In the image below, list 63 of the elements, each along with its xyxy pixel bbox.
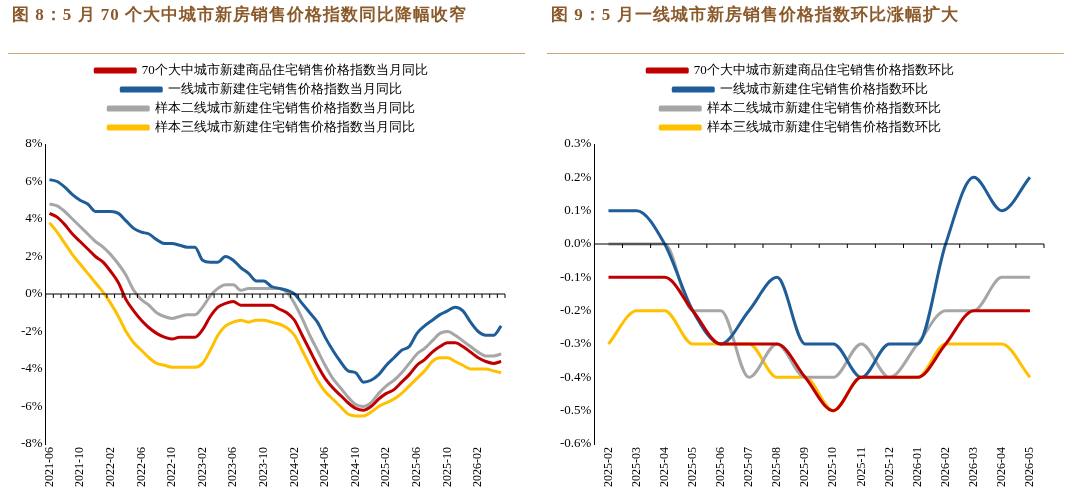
y-tick-label: -0.5% — [559, 402, 592, 418]
y-tick-label: -2% — [20, 322, 43, 338]
y-tick-label: -0.6% — [559, 435, 592, 451]
y-tick-label: -0.3% — [559, 335, 592, 351]
chart-title: 图 9：5 月一线城市新房销售价格指数环比涨幅扩大 — [547, 0, 1064, 54]
x-tick-label: 2025-10 — [439, 447, 454, 487]
y-tick-label: 6% — [25, 172, 43, 188]
chart-title: 图 8：5 月 70 个大中城市新房销售价格指数同比降幅收窄 — [8, 0, 525, 54]
legend-label: 样本二线城市新建住宅销售价格指数环比 — [706, 99, 941, 115]
x-tick-label: 2021-06 — [41, 447, 56, 487]
x-tick-label: 2026-05 — [1022, 447, 1037, 487]
legend-label: 样本三线城市新建住宅销售价格指数当月同比 — [154, 118, 415, 134]
x-tick-label: 2025-12 — [881, 447, 896, 487]
y-tick-label: -0.4% — [559, 368, 592, 384]
y-tick-label: 8% — [25, 135, 43, 151]
legend-label: 样本二线城市新建住宅销售价格指数当月同比 — [154, 99, 415, 115]
y-tick-label: 4% — [25, 210, 43, 226]
y-tick-label: -0.1% — [559, 268, 592, 284]
line-series — [606, 275, 1032, 413]
x-tick-label: 2025-06 — [409, 447, 424, 487]
x-tick-label: 2025-02 — [378, 447, 393, 487]
y-tick-label: 0.0% — [564, 235, 592, 251]
x-tick-label: 2023-06 — [225, 447, 240, 487]
x-tick-label: 2022-02 — [102, 447, 117, 487]
y-tick-label: 0.1% — [564, 202, 592, 218]
x-tick-label: 2022-10 — [164, 447, 179, 487]
y-tick-label: -4% — [20, 360, 43, 376]
y-tick-label: -6% — [20, 397, 43, 413]
legend-label: 样本三线城市新建住宅销售价格指数环比 — [706, 118, 941, 134]
x-tick-label: 2025-05 — [684, 447, 699, 487]
legend-label: 一线城市新建住宅销售价格指数环比 — [719, 80, 928, 96]
x-tick-label: 2022-06 — [133, 447, 148, 487]
x-tick-label: 2026-04 — [994, 447, 1009, 487]
x-tick-label: 2025-03 — [628, 447, 643, 487]
x-tick-label: 2023-10 — [256, 447, 270, 487]
y-tick-label: 0.3% — [564, 135, 592, 151]
x-tick-label: 2024-10 — [347, 447, 362, 487]
x-tick-label: 2026-01 — [909, 447, 924, 487]
y-tick-label: 0.2% — [564, 168, 592, 184]
x-tick-label: 2025-10 — [825, 447, 840, 487]
x-tick-label: 2025-04 — [656, 447, 671, 487]
legend-label: 70个大中城市新建商品住宅销售价格指数环比 — [693, 61, 954, 77]
legend-label: 70个大中城市新建商品住宅销售价格指数当月同比 — [141, 61, 428, 77]
x-tick-label: 2026-02 — [937, 447, 952, 487]
x-tick-label: 2024-06 — [317, 447, 332, 487]
y-tick-label: 0% — [25, 285, 43, 301]
y-tick-label: -8% — [20, 435, 43, 451]
line-series — [606, 175, 1032, 379]
x-tick-label: 2025-02 — [600, 447, 615, 487]
x-tick-label: 2021-10 — [72, 447, 87, 487]
line-series — [47, 178, 503, 384]
x-tick-label: 2025-06 — [713, 447, 728, 487]
x-tick-label: 2024-02 — [286, 447, 301, 487]
legend-label: 一线城市新建住宅销售价格指数当月同比 — [167, 80, 402, 96]
x-tick-label: 2025-07 — [741, 447, 756, 487]
x-tick-label: 2025-08 — [769, 447, 784, 487]
y-tick-label: 2% — [25, 247, 43, 263]
x-tick-label: 2026-03 — [965, 447, 980, 487]
y-tick-label: -0.2% — [559, 302, 592, 318]
x-tick-label: 2025-11 — [853, 447, 868, 487]
x-tick-label: 2023-02 — [194, 447, 209, 487]
x-tick-label: 2025-09 — [797, 447, 812, 487]
x-tick-label: 2026-02 — [470, 447, 485, 487]
